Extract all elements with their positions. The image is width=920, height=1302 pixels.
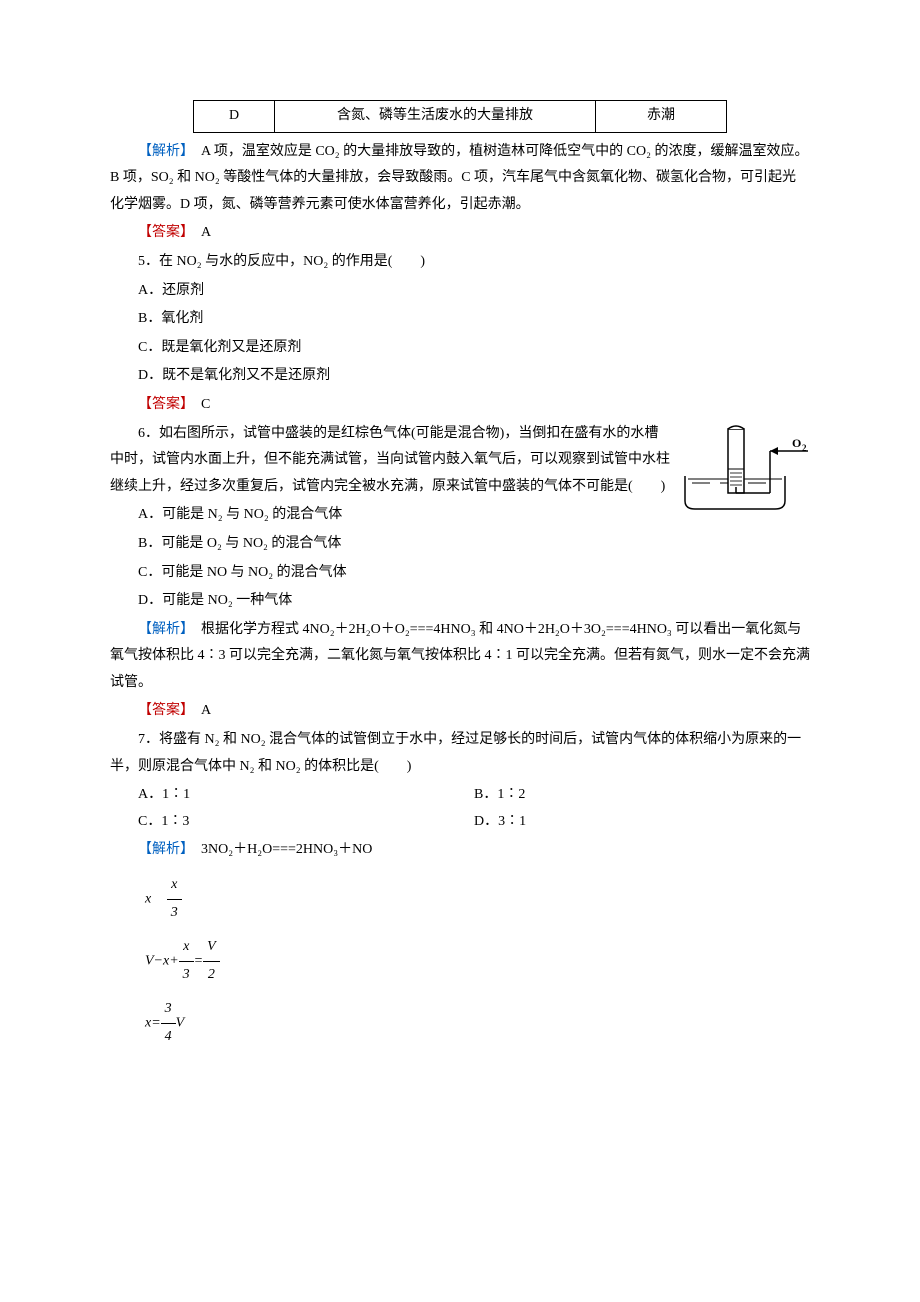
m1-num: x — [167, 872, 182, 900]
q7-math-2: V−x+ x 3 = V 2 — [145, 934, 810, 988]
analysis-label: 【解析】 — [138, 842, 187, 857]
m1-den: 3 — [167, 900, 182, 927]
m3-frac: 3 4 — [161, 996, 176, 1050]
q7-eq: 3NO₂＋H₂O===2HNO₃＋NO — [201, 842, 372, 857]
analysis-text: A 项，温室效应是 CO₂ 的大量排放导致的，植树造林可降低空气中的 CO₂ 的… — [110, 144, 809, 212]
m2-num: x — [179, 934, 194, 962]
q5-optA: A．还原剂 — [110, 278, 810, 305]
m3-left: x= — [145, 1016, 161, 1031]
m3-den: 4 — [161, 1024, 176, 1051]
q6-answer: 【答案】 A — [110, 698, 810, 725]
m2-den: 3 — [179, 962, 194, 989]
q6-optB: B．可能是 O₂ 与 NO₂ 的混合气体 — [110, 531, 810, 558]
answer-value: A — [201, 703, 211, 718]
q7-opts-row2: C．1∶3 D．3∶1 — [138, 809, 810, 836]
q4-answer: 【答案】 A — [110, 220, 810, 247]
q7-opts-row1: A．1∶1 B．1∶2 — [138, 782, 810, 809]
m3-num: 3 — [161, 996, 176, 1024]
analysis-text: 根据化学方程式 4NO₂＋2H₂O＋O₂===4HNO₃ 和 4NO＋2H₂O＋… — [110, 622, 810, 690]
analysis-label: 【解析】 — [138, 622, 187, 637]
q5-optC: C．既是氧化剂又是还原剂 — [110, 335, 810, 362]
document-page: D 含氮、磷等生活废水的大量排放 赤潮 【解析】 A 项，温室效应是 CO₂ 的… — [0, 0, 920, 1302]
q5-stem: 5．在 NO₂ 与水的反应中，NO₂ 的作用是( ) — [110, 249, 810, 276]
answer-value: C — [201, 397, 210, 412]
q4-analysis: 【解析】 A 项，温室效应是 CO₂ 的大量排放导致的，植树造林可降低空气中的 … — [110, 139, 810, 219]
q6-optC: C．可能是 NO 与 NO₂ 的混合气体 — [110, 560, 810, 587]
analysis-label: 【解析】 — [138, 144, 187, 159]
m3-v: V — [176, 1016, 185, 1031]
answer-label: 【答案】 — [138, 225, 187, 240]
q7-math-3: x= 3 4 V — [145, 996, 810, 1050]
o2-label: O — [792, 436, 801, 450]
table-cell-desc: 含氮、磷等生活废水的大量排放 — [275, 101, 596, 133]
q5-answer: 【答案】 C — [110, 392, 810, 419]
q7-optC: C．1∶3 — [138, 809, 474, 836]
table-cell-label: D — [194, 101, 275, 133]
m2-rden: 2 — [203, 962, 220, 989]
m2-eq: = — [194, 954, 203, 969]
answer-label: 【答案】 — [138, 703, 187, 718]
m2-left: V−x+ — [145, 954, 179, 969]
q6-figure: O 2 — [680, 421, 810, 511]
q5-optD: D．既不是氧化剂又不是还原剂 — [110, 363, 810, 390]
table-cell-effect: 赤潮 — [596, 101, 727, 133]
q6-analysis: 【解析】 根据化学方程式 4NO₂＋2H₂O＋O₂===4HNO₃ 和 4NO＋… — [110, 617, 810, 697]
option-table: D 含氮、磷等生活废水的大量排放 赤潮 — [193, 100, 727, 133]
m2-frac1: x 3 — [179, 934, 194, 988]
answer-value: A — [201, 225, 211, 240]
m2-rnum: V — [203, 934, 220, 962]
table-row: D 含氮、磷等生活废水的大量排放 赤潮 — [194, 101, 727, 133]
q6-optD: D．可能是 NO₂ 一种气体 — [110, 588, 810, 615]
m1-frac: x 3 — [167, 872, 182, 926]
q7-math-1: x x 3 — [145, 872, 810, 926]
q7-stem: 7．将盛有 N₂ 和 NO₂ 混合气体的试管倒立于水中，经过足够长的时间后，试管… — [110, 727, 810, 780]
m1-x: x — [145, 891, 151, 906]
q6-block: O 2 6．如右图所示，试管中盛装的是红棕色气体(可能是混合物)，当倒扣在盛有水… — [110, 421, 810, 501]
q7-optA: A．1∶1 — [138, 782, 474, 809]
q7-optB: B．1∶2 — [474, 782, 810, 809]
q7-analysis-line: 【解析】 3NO₂＋H₂O===2HNO₃＋NO — [110, 837, 810, 864]
flask-diagram-icon: O 2 — [680, 421, 810, 511]
q5-optB: B．氧化剂 — [110, 306, 810, 333]
o2-sub: 2 — [802, 443, 807, 453]
q7-optD: D．3∶1 — [474, 809, 810, 836]
m2-frac2: V 2 — [203, 934, 220, 988]
answer-label: 【答案】 — [138, 397, 187, 412]
